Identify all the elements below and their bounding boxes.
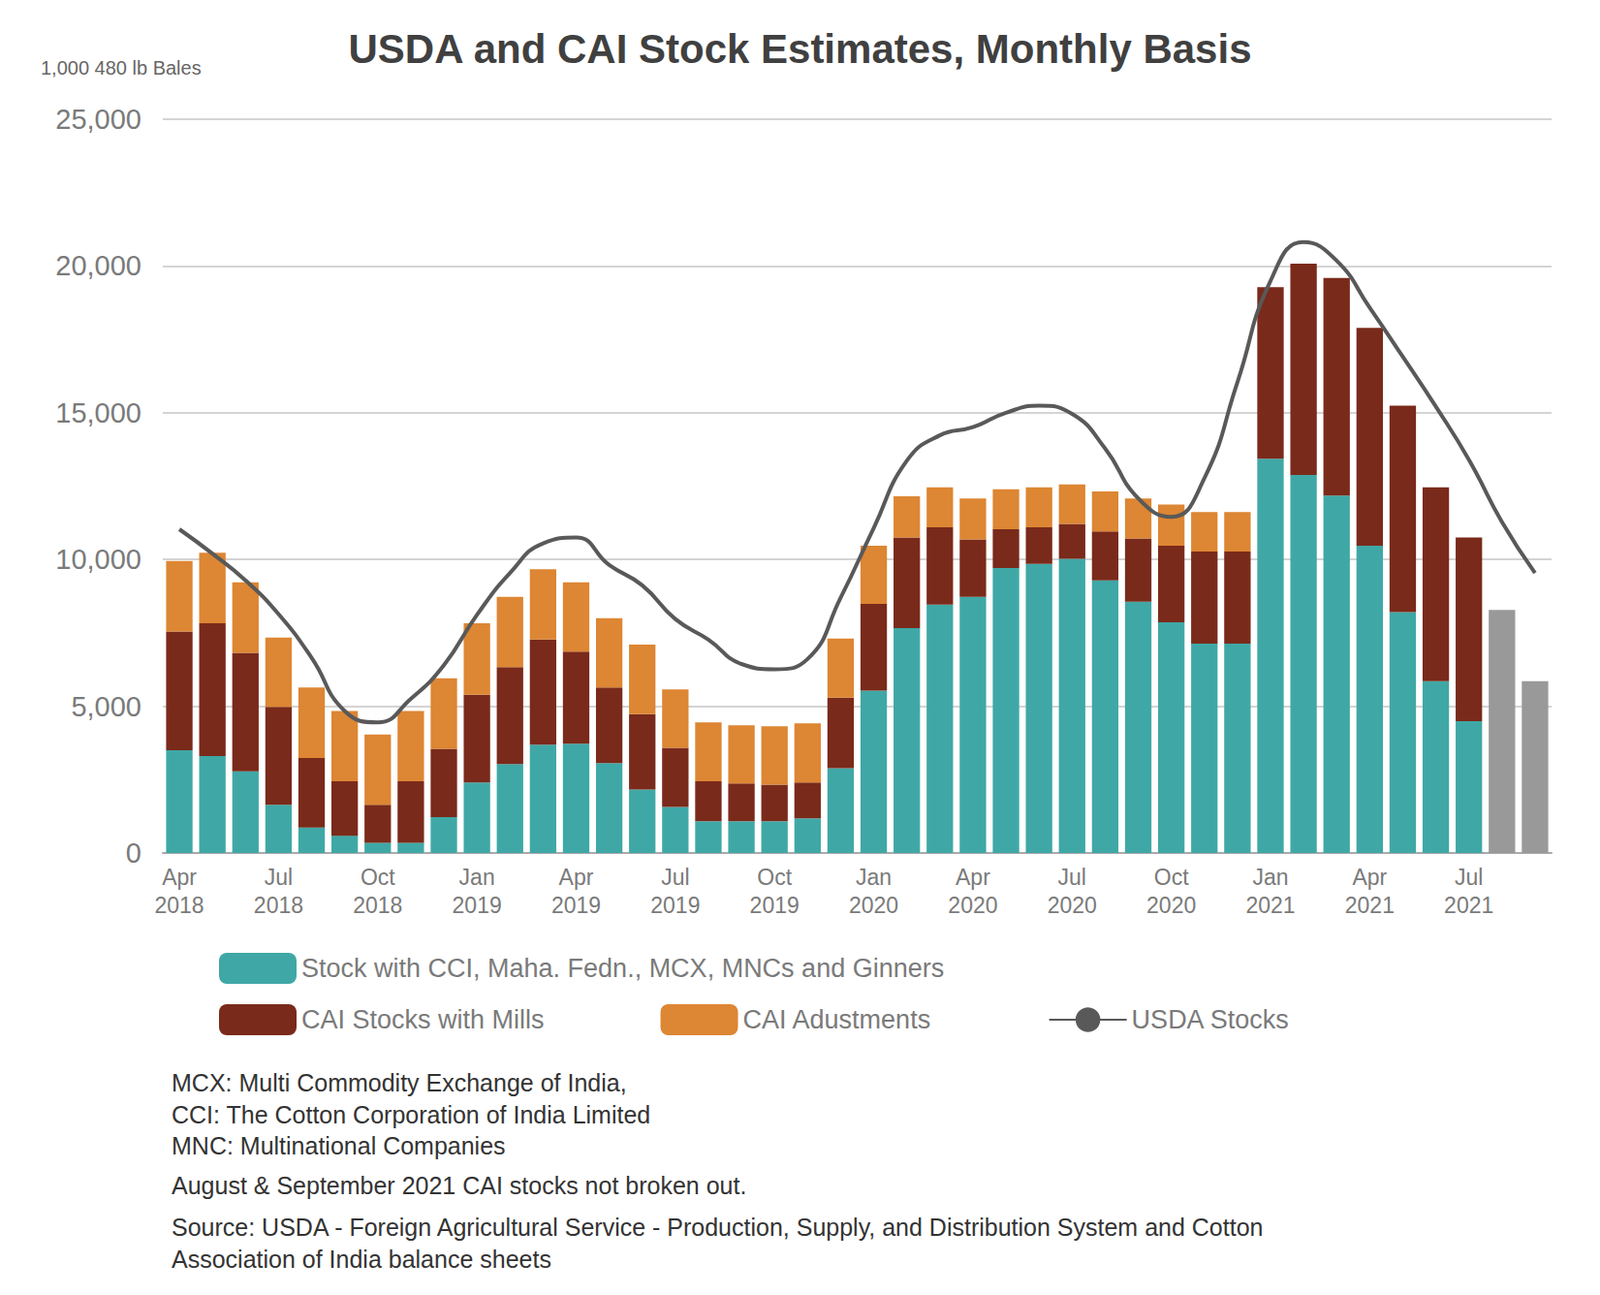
svg-text:Stock with CCI, Maha. Fedn., M: Stock with CCI, Maha. Fedn., MCX, MNCs a… [301,953,944,983]
svg-text:Apr: Apr [955,864,991,890]
svg-text:2019: 2019 [452,892,502,918]
svg-text:Jul: Jul [1058,864,1087,890]
svg-text:Jul: Jul [264,864,293,890]
svg-text:Jan: Jan [1252,864,1288,890]
svg-text:2020: 2020 [848,892,899,918]
svg-text:2018: 2018 [253,892,304,918]
svg-text:20,000: 20,000 [55,250,142,282]
svg-text:USDA and CAI Stock Estimates,: USDA and CAI Stock Estimates, Monthly Ba… [348,26,1253,72]
svg-text:CAI Adustments: CAI Adustments [743,1004,932,1035]
svg-text:2019: 2019 [750,892,800,918]
svg-text:2020: 2020 [947,892,998,918]
svg-text:0: 0 [125,837,142,869]
svg-text:Oct: Oct [756,864,792,890]
svg-text:Jan: Jan [459,864,496,890]
svg-text:Apr: Apr [559,864,595,890]
svg-text:2021: 2021 [1443,892,1494,918]
svg-text:CCI: The Cotton Corporation of: CCI: The Cotton Corporation of India Lim… [171,1100,651,1129]
svg-text:Apr: Apr [161,864,197,890]
svg-text:2021: 2021 [1345,892,1395,918]
svg-text:5,000: 5,000 [70,690,142,722]
svg-text:Jul: Jul [660,864,690,890]
svg-text:10,000: 10,000 [55,543,142,575]
svg-text:2018: 2018 [154,892,204,918]
svg-text:Oct: Oct [1154,864,1190,890]
svg-text:Jul: Jul [1454,864,1483,890]
svg-text:MNC: Multinational Companies: MNC: Multinational Companies [171,1131,506,1160]
svg-text:2020: 2020 [1146,892,1196,918]
svg-text:USDA Stocks: USDA Stocks [1131,1004,1289,1035]
svg-text:1,000 480 lb Bales: 1,000 480 lb Bales [40,57,202,79]
svg-text:Apr: Apr [1351,864,1387,890]
svg-text:2020: 2020 [1047,892,1098,918]
svg-text:2019: 2019 [551,892,601,918]
svg-text:2019: 2019 [650,892,700,918]
svg-text:2018: 2018 [352,892,403,918]
svg-text:Oct: Oct [360,864,396,890]
svg-text:Source: USDA - Foreign Agricul: Source: USDA - Foreign Agricultural Serv… [171,1213,1270,1241]
svg-text:15,000: 15,000 [55,397,142,429]
svg-text:MCX: Multi Commodity Exchange: MCX: Multi Commodity Exchange of India, [171,1068,628,1097]
svg-text:CAI Stocks with Mills: CAI Stocks with Mills [301,1004,545,1035]
svg-text:August & September 2021 CAI st: August & September 2021 CAI stocks not b… [171,1171,747,1199]
svg-text:Jan: Jan [855,864,892,890]
svg-text:25,000: 25,000 [55,103,142,135]
svg-text:2021: 2021 [1245,892,1295,918]
svg-text:Association of India balance s: Association of India balance sheets [171,1245,552,1273]
